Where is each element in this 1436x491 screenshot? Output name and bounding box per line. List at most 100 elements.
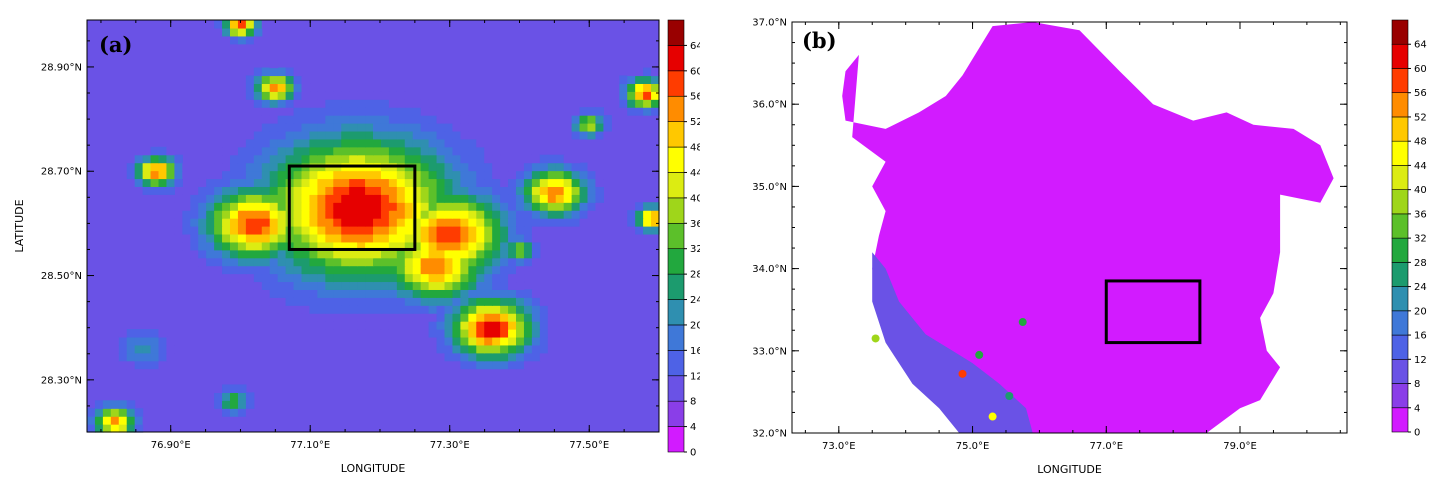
heatmap-cell — [325, 210, 334, 219]
heatmap-cell — [317, 210, 326, 219]
heatmap-cell — [309, 91, 318, 100]
heatmap-cell — [365, 297, 374, 306]
heatmap-cell — [579, 123, 589, 132]
heatmap-cell — [277, 123, 287, 132]
heatmap-cell — [595, 170, 604, 180]
heatmap-cell — [603, 115, 612, 124]
heatmap-cell — [253, 83, 263, 92]
heatmap-cell — [476, 170, 485, 180]
heatmap-cell — [365, 194, 374, 203]
heatmap-cell — [619, 75, 628, 84]
heatmap-cell — [245, 226, 255, 235]
heatmap-cell — [444, 344, 454, 354]
heatmap-cell — [126, 424, 136, 433]
heatmap-cell — [301, 202, 311, 211]
heatmap-cell — [237, 154, 247, 164]
heatmap-cell — [404, 273, 414, 283]
x-tick-label: 73.0°E — [822, 441, 856, 452]
heatmap-cell — [245, 186, 255, 195]
heatmap-cell — [468, 352, 477, 362]
heatmap-cell — [230, 257, 239, 267]
colorbar-label: 16 — [1414, 331, 1427, 342]
heatmap-cell — [452, 241, 461, 251]
heatmap-cell — [333, 99, 342, 108]
heatmap-cell — [595, 194, 604, 203]
heatmap-cell — [174, 170, 183, 180]
heatmap-cell — [452, 146, 461, 156]
heatmap-cell — [309, 273, 318, 283]
heatmap-cell — [261, 107, 271, 116]
heatmap-cell — [531, 178, 541, 187]
heatmap-cell — [341, 130, 350, 140]
heatmap-cell — [253, 233, 263, 243]
heatmap-cell — [563, 178, 573, 187]
heatmap-cell — [460, 170, 469, 180]
heatmap-cell — [547, 154, 557, 164]
heatmap-cell — [460, 273, 469, 283]
heatmap-cell — [484, 257, 493, 267]
heatmap-cell — [285, 75, 295, 84]
heatmap-cell — [508, 273, 517, 283]
heatmap-cell — [452, 265, 461, 275]
heatmap-cell — [563, 202, 573, 211]
heatmap-cell — [277, 162, 287, 172]
heatmap-cell — [476, 241, 485, 251]
heatmap-cell — [237, 202, 247, 211]
heatmap-cell — [643, 83, 652, 92]
heatmap-cell — [237, 265, 247, 275]
heatmap-cell — [460, 336, 469, 346]
heatmap-cell — [388, 186, 398, 195]
heatmap-cell — [468, 194, 477, 203]
heatmap-cell — [380, 218, 390, 227]
heatmap-cell — [349, 218, 358, 227]
heatmap-cell — [500, 218, 509, 227]
heatmap-cell — [341, 226, 350, 235]
heatmap-cell — [555, 194, 565, 203]
heatmap-cell — [102, 408, 112, 417]
heatmap-cell — [373, 154, 382, 164]
heatmap-cell — [436, 146, 446, 156]
heatmap-cell — [452, 210, 461, 219]
heatmap-cell — [261, 218, 271, 227]
heatmap-cell — [380, 170, 390, 180]
heatmap-cell — [198, 202, 207, 211]
heatmap-cell — [309, 115, 318, 124]
heatmap-cell — [555, 170, 565, 180]
y-tick-label: 28.50°N — [41, 271, 82, 282]
heatmap-cell — [365, 289, 374, 298]
heatmap-cell — [341, 154, 350, 164]
heatmap-cell — [444, 226, 454, 235]
heatmap-cell — [214, 233, 223, 243]
heatmap-cell — [373, 249, 382, 259]
heatmap-cell — [476, 186, 485, 195]
heatmap-cell — [142, 186, 152, 195]
heatmap-cell — [643, 107, 652, 116]
heatmap-cell — [388, 146, 398, 156]
heatmap-cell — [436, 123, 446, 132]
heatmap-cell — [198, 226, 207, 235]
heatmap-cell — [436, 273, 446, 283]
heatmap-cell — [523, 360, 533, 370]
heatmap-cell — [261, 91, 271, 100]
heatmap-cell — [349, 321, 358, 330]
x-axis-label: LONGITUDE — [1037, 463, 1102, 476]
colorbar-swatch — [1391, 358, 1409, 384]
heatmap-cell — [531, 321, 541, 330]
heatmap-cell — [237, 162, 247, 172]
heatmap-cell — [269, 210, 279, 219]
heatmap-cell — [357, 154, 366, 164]
heatmap-cell — [222, 273, 231, 283]
heatmap-cell — [531, 289, 541, 298]
heatmap-cell — [627, 83, 636, 92]
heatmap-cell — [555, 226, 565, 235]
heatmap-cell — [404, 170, 414, 180]
heatmap-cell — [110, 400, 120, 409]
heatmap-cell — [428, 162, 438, 172]
heatmap-cell — [396, 170, 406, 180]
heatmap-cell — [484, 186, 493, 195]
heatmap-cell — [365, 210, 374, 219]
heatmap-cell — [206, 210, 215, 219]
colorbar-swatch — [1391, 213, 1409, 239]
heatmap-cell — [222, 218, 231, 227]
x-tick-label: 77.10°E — [290, 440, 330, 451]
